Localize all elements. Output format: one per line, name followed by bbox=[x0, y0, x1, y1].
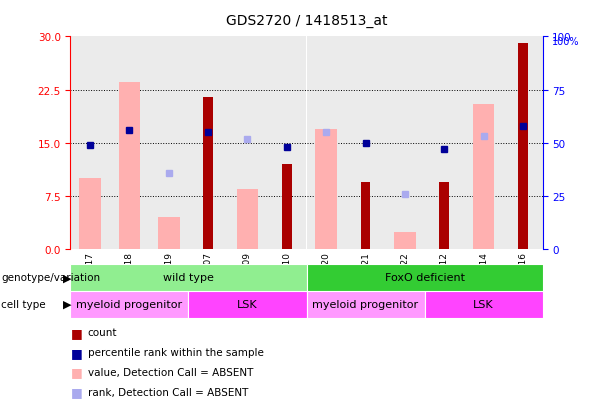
Bar bbox=[204, 97, 213, 250]
Bar bbox=[158, 218, 180, 250]
Text: genotype/variation: genotype/variation bbox=[1, 273, 101, 282]
Text: ■: ■ bbox=[70, 366, 82, 379]
Bar bbox=[306, 291, 424, 318]
Text: count: count bbox=[88, 328, 117, 337]
Bar bbox=[70, 291, 189, 318]
Text: LSK: LSK bbox=[473, 299, 494, 310]
Bar bbox=[518, 44, 528, 250]
Bar bbox=[394, 232, 416, 250]
Bar bbox=[149, 37, 189, 250]
Bar bbox=[424, 291, 543, 318]
Bar bbox=[70, 264, 306, 291]
Bar bbox=[119, 83, 140, 250]
Bar bbox=[267, 37, 306, 250]
Bar bbox=[306, 37, 346, 250]
Text: ▶: ▶ bbox=[63, 299, 72, 309]
Bar bbox=[70, 37, 110, 250]
Text: rank, Detection Call = ABSENT: rank, Detection Call = ABSENT bbox=[88, 387, 248, 397]
Text: myeloid progenitor: myeloid progenitor bbox=[313, 299, 419, 310]
Bar bbox=[473, 104, 494, 250]
Bar bbox=[464, 37, 503, 250]
Bar bbox=[360, 183, 370, 250]
Bar bbox=[228, 37, 267, 250]
Bar bbox=[282, 165, 292, 250]
Text: ■: ■ bbox=[70, 385, 82, 399]
Bar bbox=[79, 179, 101, 250]
Bar bbox=[189, 37, 228, 250]
Bar bbox=[110, 37, 149, 250]
Text: ■: ■ bbox=[70, 326, 82, 339]
Text: 100%: 100% bbox=[552, 37, 579, 47]
Bar bbox=[315, 129, 337, 250]
Text: ▶: ▶ bbox=[63, 273, 72, 282]
Bar bbox=[503, 37, 543, 250]
Text: LSK: LSK bbox=[237, 299, 258, 310]
Text: cell type: cell type bbox=[1, 299, 46, 309]
Bar bbox=[189, 291, 306, 318]
Text: FoxO deficient: FoxO deficient bbox=[384, 273, 465, 283]
Text: percentile rank within the sample: percentile rank within the sample bbox=[88, 347, 264, 357]
Bar bbox=[346, 37, 385, 250]
Text: GDS2720 / 1418513_at: GDS2720 / 1418513_at bbox=[226, 14, 387, 28]
Bar bbox=[385, 37, 424, 250]
Bar bbox=[440, 183, 449, 250]
Bar bbox=[237, 190, 258, 250]
Text: ■: ■ bbox=[70, 346, 82, 359]
Bar bbox=[424, 37, 464, 250]
Text: value, Detection Call = ABSENT: value, Detection Call = ABSENT bbox=[88, 367, 253, 377]
Text: myeloid progenitor: myeloid progenitor bbox=[77, 299, 183, 310]
Bar bbox=[306, 264, 543, 291]
Text: wild type: wild type bbox=[163, 273, 214, 283]
